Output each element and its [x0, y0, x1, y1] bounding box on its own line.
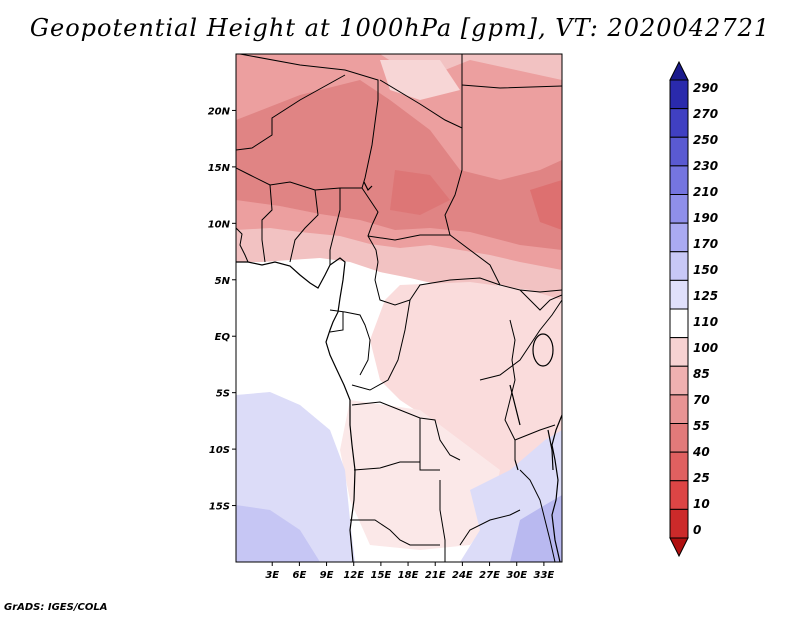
colorbar-segment — [669, 222, 689, 253]
colorbar-label: 250 — [693, 133, 718, 147]
lat-tick-label: 10S — [209, 445, 230, 456]
lat-tick-label: 20N — [208, 106, 231, 117]
lon-tick-label: 21E — [425, 570, 446, 581]
colorbar-segment — [669, 308, 689, 339]
colorbar-segment — [669, 508, 689, 539]
colorbar-segment — [669, 279, 689, 310]
lat-tick-label: EQ — [215, 332, 231, 343]
map-title: Geopotential Height at 1000hPa [gpm], VT… — [29, 14, 771, 42]
colorbar-label: 290 — [693, 81, 718, 95]
lon-tick-label: 6E — [292, 570, 306, 581]
field-shade-blue-southeast-deep — [510, 495, 562, 562]
colorbar-segment — [669, 108, 689, 138]
colorbar-label: 25 — [693, 471, 710, 485]
lon-tick-label: 12E — [343, 570, 364, 581]
colorbar-segment — [669, 365, 689, 396]
latitude-axis: 20N 15N 10N 5N EQ 5S 10S 15S — [208, 106, 236, 513]
africa-coastline — [236, 257, 356, 562]
field-shade-patch-north — [380, 60, 460, 100]
colorbar: 0 10 25 40 55 70 85 100 110 125 150 170 190 210 230 250… — [669, 60, 718, 558]
longitude-axis: 3E 6E 9E 12E 15E 18E 21E 24E 27E 30E 33E — [265, 562, 554, 581]
lakes — [363, 181, 554, 471]
map-frame — [235, 53, 563, 563]
grads-credit: GrADS: IGES/COLA — [4, 602, 108, 613]
colorbar-label: 150 — [693, 263, 718, 277]
colorbar-bottom-arrow — [669, 537, 689, 558]
lat-tick-label: 15S — [209, 502, 230, 513]
colorbar-segment — [669, 480, 689, 510]
colorbar-label: 40 — [692, 445, 710, 459]
lat-tick-label: 10N — [208, 219, 231, 230]
colorbar-segment — [669, 79, 689, 110]
colorbar-segment — [669, 136, 689, 167]
colorbar-label: 210 — [693, 185, 718, 199]
colorbar-segment — [669, 337, 689, 367]
colorbar-segment — [669, 194, 689, 224]
colorbar-label: 270 — [693, 107, 718, 121]
colorbar-label: 100 — [693, 341, 718, 355]
colorbar-segment — [669, 165, 689, 195]
map-area — [236, 54, 562, 562]
field-shade-blue-southwest-deep — [236, 505, 320, 562]
colorbar-segment — [669, 251, 689, 281]
lon-tick-label: 24E — [452, 570, 473, 581]
lat-tick-label: 15N — [208, 163, 231, 174]
lat-tick-label: 5N — [215, 276, 231, 287]
field-shade-patch-east — [530, 180, 562, 230]
colorbar-label: 230 — [693, 159, 718, 173]
field-shade-patch-northeast — [390, 170, 450, 215]
colorbar-label: 190 — [693, 211, 718, 225]
lat-tick-label: 5S — [216, 389, 230, 400]
lon-tick-label: 27E — [479, 570, 500, 581]
colorbar-label: 170 — [693, 237, 718, 251]
lon-tick-label: 18E — [398, 570, 419, 581]
colorbar-label: 10 — [693, 497, 710, 511]
lon-tick-label: 30E — [506, 570, 527, 581]
africa-east-coastline — [551, 414, 562, 562]
lon-tick-label: 33E — [534, 570, 555, 581]
colorbar-label: 85 — [693, 367, 710, 381]
field-shade-congo — [370, 282, 562, 480]
lon-tick-label: 9E — [320, 570, 334, 581]
field-shade-southern-africa — [340, 400, 500, 550]
colorbar-label: 110 — [693, 315, 718, 329]
colorbar-label: 70 — [693, 393, 710, 407]
colorbar-top-arrow — [669, 60, 689, 81]
country-borders — [236, 54, 562, 562]
colorbar-label: 125 — [693, 289, 718, 303]
colorbar-label: 55 — [693, 419, 710, 433]
west-coastline-fragment — [236, 227, 249, 263]
colorbar-segment — [669, 394, 689, 424]
colorbar-segment — [669, 451, 689, 482]
colorbar-label: 0 — [693, 523, 701, 537]
colorbar-segment — [669, 423, 689, 453]
lon-tick-label: 3E — [265, 570, 279, 581]
lon-tick-label: 15E — [371, 570, 392, 581]
